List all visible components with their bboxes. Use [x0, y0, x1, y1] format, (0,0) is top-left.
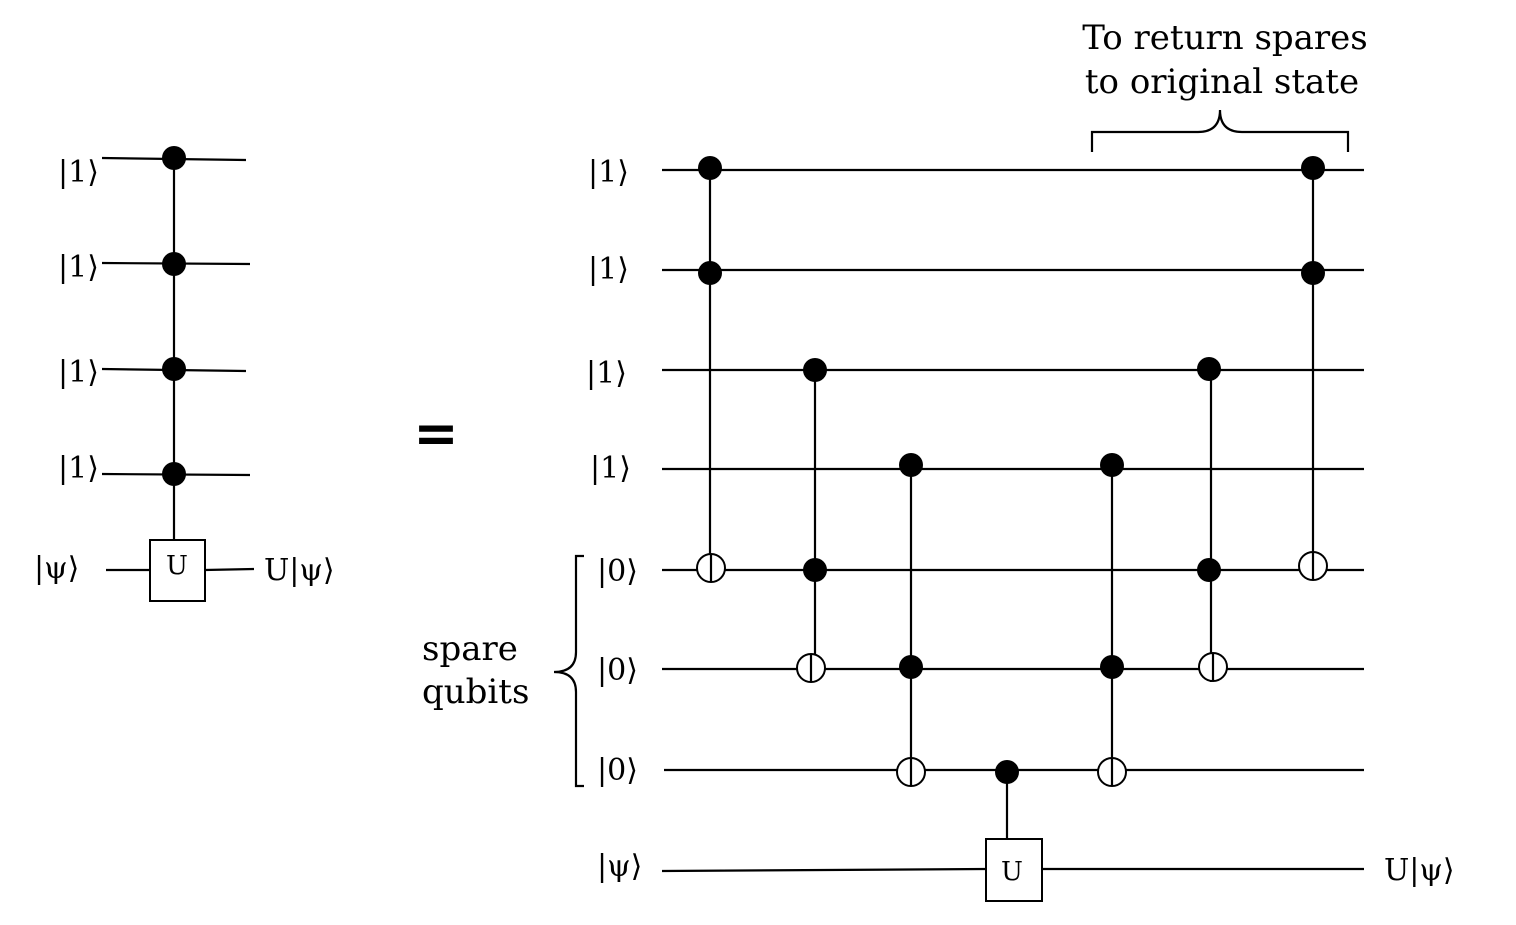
toffoli-gate-3 [896, 453, 926, 787]
controlled-u-control [995, 760, 1019, 784]
toffoli-3-control-b [899, 655, 923, 679]
left-u-gate [149, 539, 206, 602]
spare-label-line-2: qubits [422, 672, 529, 712]
annotation-brace [1090, 109, 1350, 152]
left-target-wire-out [204, 567, 255, 572]
qubit-label-4: |1⟩ [590, 451, 631, 486]
toffoli-gate-6 [1298, 156, 1328, 581]
right-u-gate-label: U [1001, 857, 1023, 887]
left-input-label-2: |1⟩ [58, 250, 99, 285]
toffoli-5-control-a [1197, 357, 1221, 381]
toffoli-1-control-b [698, 261, 722, 285]
toffoli-gate-5 [1197, 357, 1228, 682]
toffoli-2-control-b [803, 558, 827, 582]
toffoli-6-control-b [1301, 261, 1325, 285]
spare-qubit-label-3: |0⟩ [597, 753, 638, 788]
left-output-label: U|ψ⟩ [264, 553, 335, 588]
toffoli-3-control-a [899, 453, 923, 477]
toffoli-1-control-a [698, 156, 722, 180]
toffoli-gate-4 [1097, 453, 1127, 787]
target-wire-in [661, 867, 987, 873]
toffoli-4-control-b [1100, 655, 1124, 679]
left-input-label-3: |1⟩ [58, 355, 99, 390]
left-control-dot-4 [162, 462, 186, 486]
controlled-u-gate: U [985, 760, 1043, 902]
right-u-gate [985, 838, 1043, 902]
left-control-dot-3 [162, 357, 186, 381]
toffoli-6-control-a [1301, 156, 1325, 180]
right-circuit: To return spares to original state |1⟩ |… [422, 18, 1455, 902]
spare-label-line-1: spare [422, 629, 518, 669]
toffoli-gate-2 [796, 358, 827, 683]
annotation-line-1: To return spares [1082, 18, 1368, 58]
toffoli-4-control-a [1100, 453, 1124, 477]
qubit-label-1: |1⟩ [588, 155, 629, 190]
equals-sign: = [413, 402, 458, 465]
left-input-label-4: |1⟩ [58, 451, 99, 486]
spare-qubit-label-1: |0⟩ [597, 554, 638, 589]
left-control-dot-1 [162, 146, 186, 170]
toffoli-2-control-a [803, 358, 827, 382]
left-u-gate-label: U [166, 551, 188, 581]
spare-qubit-label-2: |0⟩ [597, 653, 638, 688]
target-qubit-label: |ψ⟩ [597, 849, 642, 884]
toffoli-gate-1 [696, 156, 726, 583]
annotation-line-2: to original state [1085, 62, 1359, 102]
left-circuit: |1⟩ |1⟩ |1⟩ |1⟩ |ψ⟩ U U|ψ⟩ [34, 146, 335, 602]
left-target-input-label: |ψ⟩ [34, 551, 79, 586]
right-output-label: U|ψ⟩ [1384, 853, 1455, 888]
left-control-dot-2 [162, 252, 186, 276]
spare-qubits-brace [553, 554, 584, 788]
left-input-label-1: |1⟩ [58, 155, 99, 190]
toffoli-5-control-b [1197, 558, 1221, 582]
qubit-label-3: |1⟩ [586, 356, 627, 391]
qubit-label-2: |1⟩ [588, 252, 629, 287]
